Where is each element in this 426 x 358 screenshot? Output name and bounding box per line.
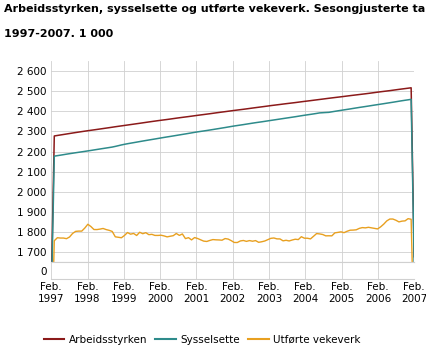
Text: 1997-2007. 1 000: 1997-2007. 1 000: [4, 29, 113, 39]
Text: Arbeidsstyrken, sysselsette og utførte vekeverk. Sesongjusterte tal.: Arbeidsstyrken, sysselsette og utførte v…: [4, 4, 426, 14]
Legend: Arbeidsstyrken, Sysselsette, Utførte vekeverk: Arbeidsstyrken, Sysselsette, Utførte vek…: [39, 331, 364, 349]
